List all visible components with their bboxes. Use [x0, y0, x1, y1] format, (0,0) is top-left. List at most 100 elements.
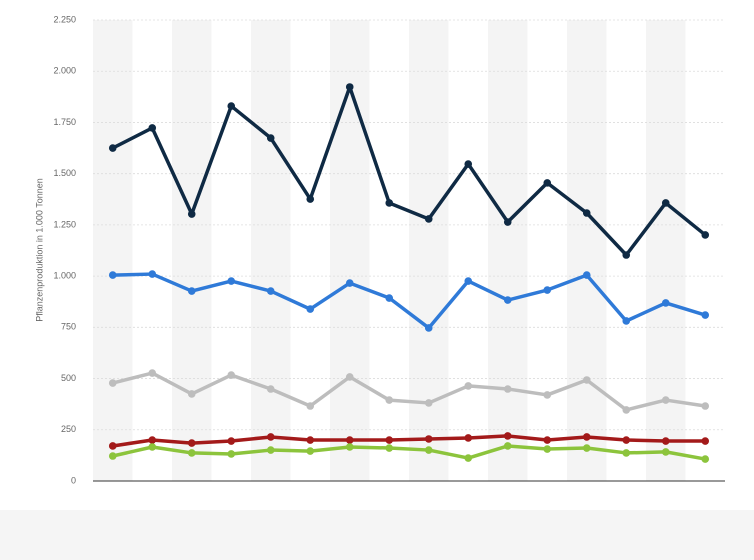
data-point	[582, 209, 591, 217]
data-point	[266, 385, 275, 393]
data-point	[385, 294, 394, 302]
y-tick-label: 1.500	[53, 168, 76, 178]
data-point	[661, 448, 670, 456]
y-tick-label: 1.750	[53, 117, 76, 127]
data-point	[701, 311, 710, 319]
data-point	[543, 179, 552, 187]
data-point	[108, 442, 117, 450]
data-point	[661, 299, 670, 307]
data-point	[266, 287, 275, 295]
data-point	[503, 432, 512, 440]
data-point	[345, 279, 354, 287]
data-point	[187, 439, 196, 447]
data-point	[306, 402, 315, 410]
data-point	[622, 251, 631, 259]
data-point	[306, 447, 315, 455]
data-point	[227, 102, 236, 110]
y-tick-label: 2.250	[53, 14, 76, 24]
data-point	[464, 454, 473, 462]
data-point	[306, 436, 315, 444]
data-point	[582, 433, 591, 441]
data-point	[187, 287, 196, 295]
data-point	[148, 124, 157, 132]
y-tick-label: 500	[61, 373, 76, 383]
data-point	[108, 452, 117, 460]
data-point	[661, 199, 670, 207]
y-tick-label: 1.000	[53, 270, 76, 280]
data-point	[227, 371, 236, 379]
column-band	[251, 20, 291, 481]
data-point	[503, 218, 512, 226]
data-point	[701, 231, 710, 239]
data-point	[424, 324, 433, 332]
data-point	[385, 436, 394, 444]
column-band	[409, 20, 449, 481]
column-band	[646, 20, 686, 481]
column-band	[93, 20, 133, 481]
data-point	[148, 436, 157, 444]
column-band	[330, 20, 370, 481]
data-point	[543, 391, 552, 399]
data-point	[385, 396, 394, 404]
data-point	[464, 434, 473, 442]
series-line	[112, 434, 706, 448]
column-band	[172, 20, 212, 481]
data-point	[266, 446, 275, 454]
data-point	[424, 399, 433, 407]
data-point	[701, 437, 710, 445]
series-line	[112, 371, 706, 412]
data-point	[543, 445, 552, 453]
y-tick-label: 250	[61, 424, 76, 434]
data-point	[345, 373, 354, 381]
data-point	[582, 271, 591, 279]
column-band	[488, 20, 528, 481]
series-line	[112, 444, 706, 461]
data-point	[108, 379, 117, 387]
data-point	[424, 215, 433, 223]
y-tick-label: 1.250	[53, 219, 76, 229]
data-point	[622, 406, 631, 414]
data-point	[424, 435, 433, 443]
data-point	[345, 83, 354, 91]
data-point	[306, 305, 315, 313]
data-point	[464, 277, 473, 285]
data-point	[503, 296, 512, 304]
data-point	[148, 443, 157, 451]
data-point	[108, 144, 117, 152]
data-point	[227, 450, 236, 458]
data-point	[622, 449, 631, 457]
y-tick-label: 0	[71, 475, 76, 485]
data-point	[622, 436, 631, 444]
series-line	[112, 272, 706, 330]
data-point	[385, 444, 394, 452]
data-point	[148, 270, 157, 278]
column-band	[567, 20, 607, 481]
data-point	[701, 402, 710, 410]
data-point	[108, 271, 117, 279]
data-point	[306, 195, 315, 203]
y-tick-label: 750	[61, 322, 76, 332]
data-point	[385, 199, 394, 207]
data-point	[464, 382, 473, 390]
data-point	[187, 210, 196, 218]
data-point	[661, 396, 670, 404]
data-point	[345, 436, 354, 444]
y-axis-label: Pflanzenproduktion in 1.000 Tonnen	[34, 178, 44, 321]
data-point	[582, 376, 591, 384]
data-point	[227, 277, 236, 285]
data-point	[227, 437, 236, 445]
data-point	[503, 442, 512, 450]
data-point	[661, 437, 670, 445]
data-point	[503, 385, 512, 393]
data-point	[187, 449, 196, 457]
data-point	[464, 160, 473, 168]
data-point	[187, 390, 196, 398]
data-point	[266, 134, 275, 142]
data-point	[424, 446, 433, 454]
data-point	[543, 286, 552, 294]
y-tick-label: 2.000	[53, 66, 76, 76]
data-point	[266, 433, 275, 441]
data-point	[345, 443, 354, 451]
data-point	[148, 369, 157, 377]
